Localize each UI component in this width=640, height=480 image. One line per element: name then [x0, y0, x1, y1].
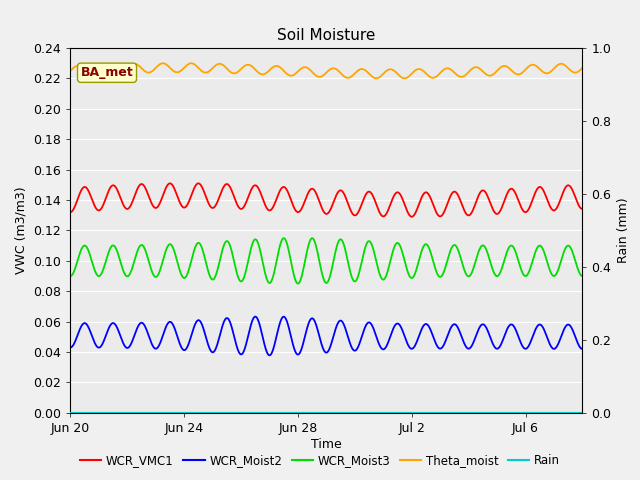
Y-axis label: Rain (mm): Rain (mm) [617, 198, 630, 263]
X-axis label: Time: Time [311, 438, 342, 451]
Y-axis label: VWC (m3/m3): VWC (m3/m3) [15, 187, 28, 274]
Text: BA_met: BA_met [81, 66, 133, 79]
Legend: WCR_VMC1, WCR_Moist2, WCR_Moist3, Theta_moist, Rain: WCR_VMC1, WCR_Moist2, WCR_Moist3, Theta_… [76, 449, 564, 472]
Title: Soil Moisture: Soil Moisture [277, 28, 376, 43]
